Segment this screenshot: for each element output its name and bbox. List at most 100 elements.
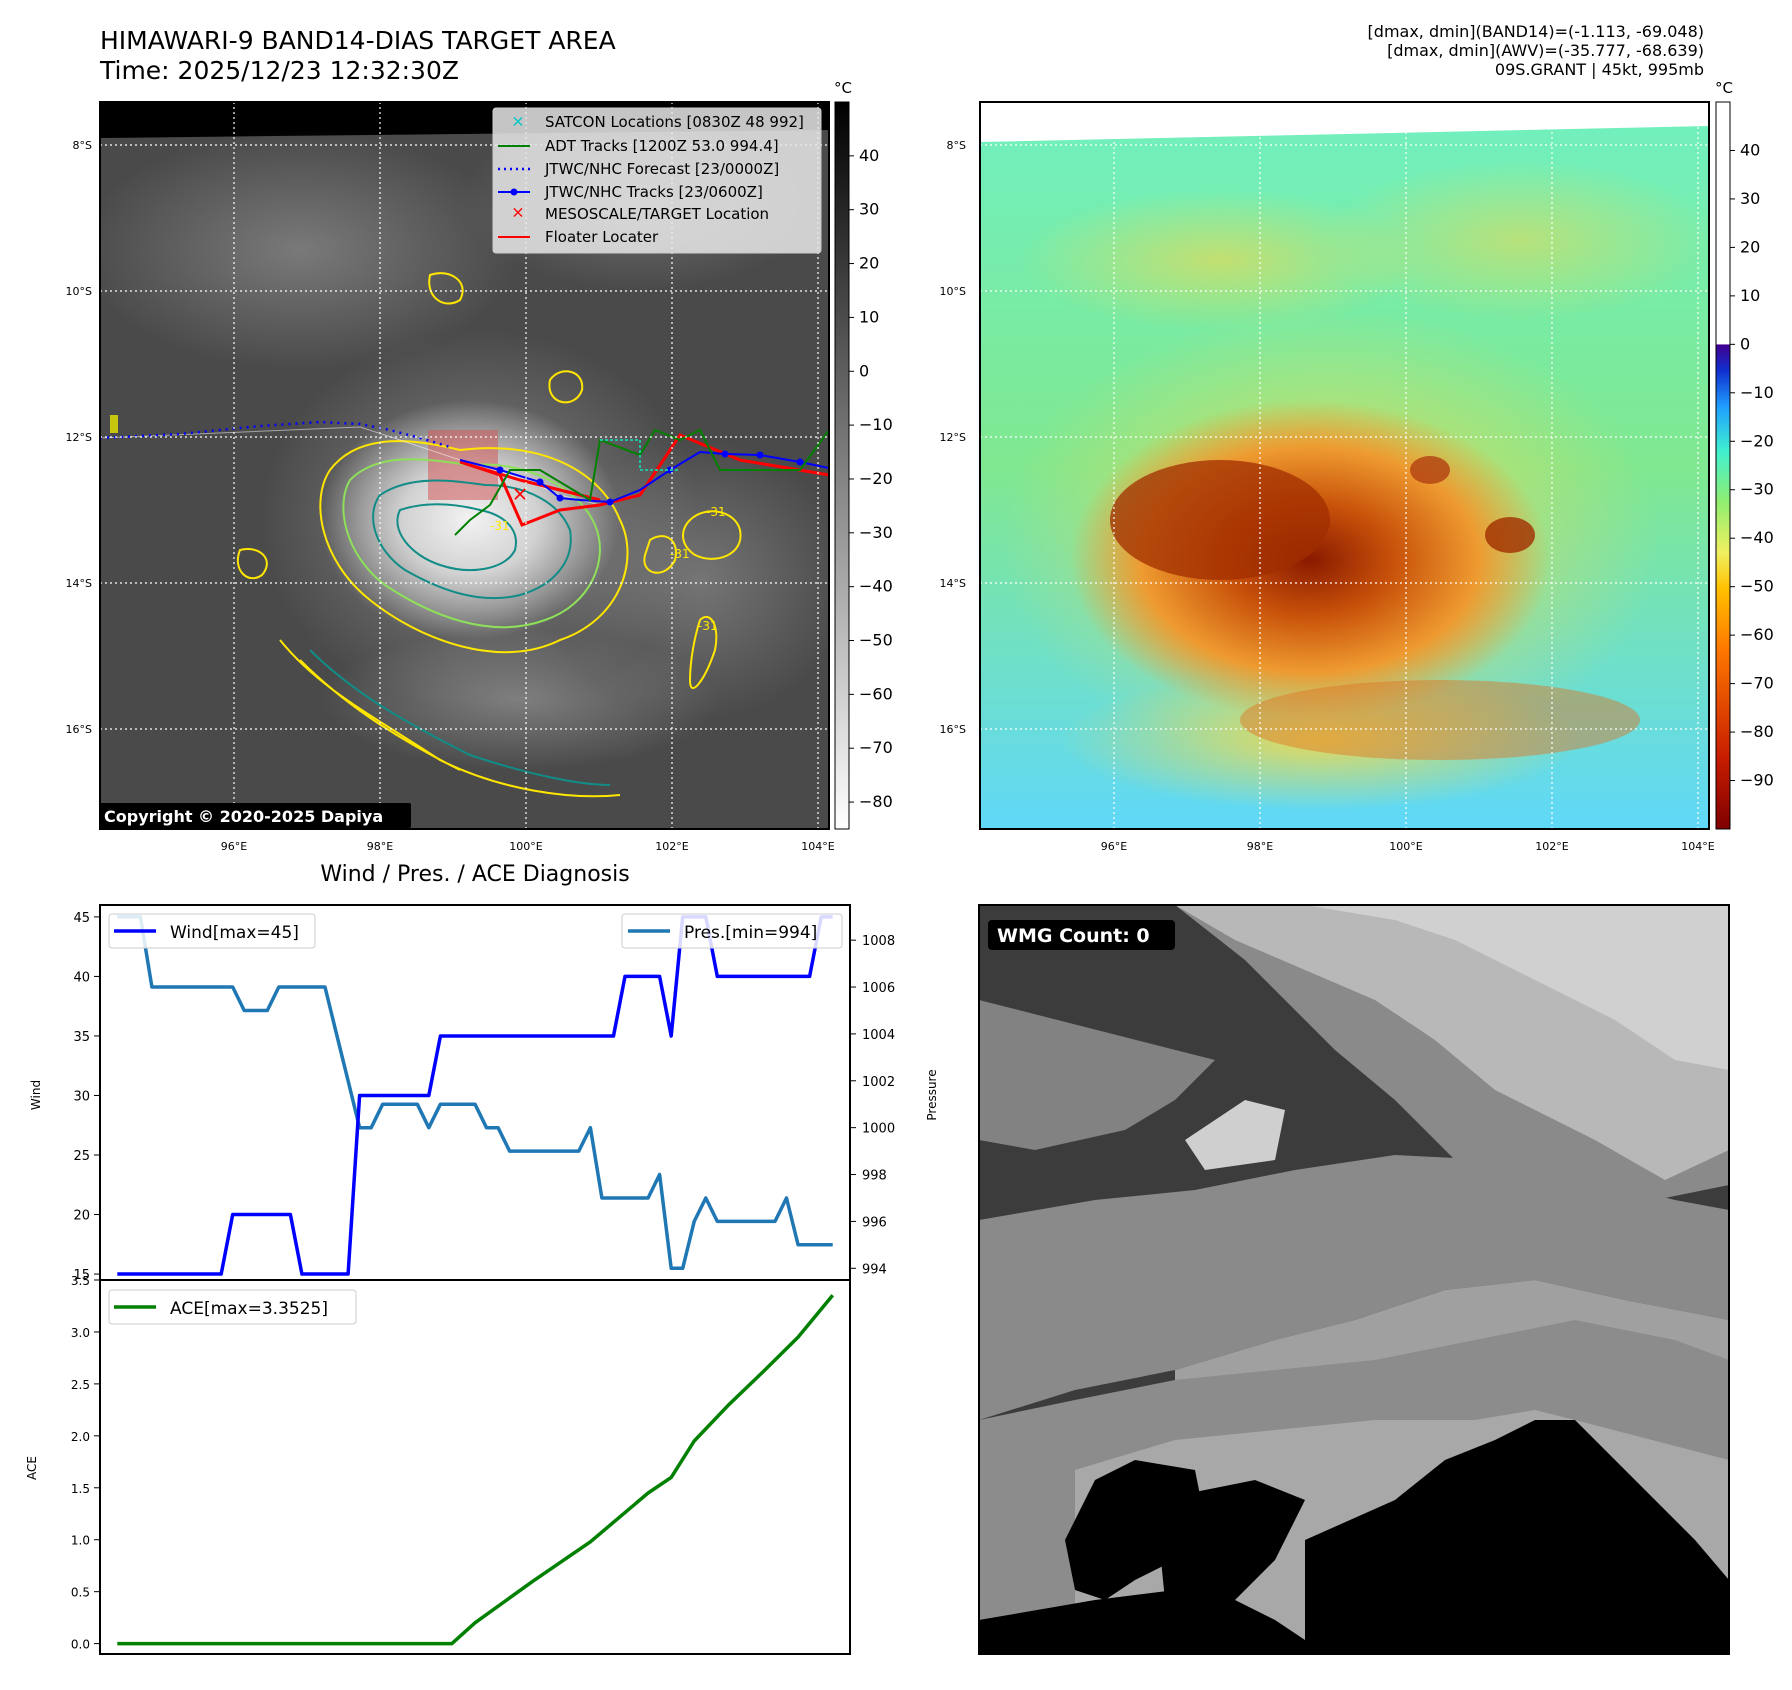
colorbar-left: °C 40 30 20 10 0 −10 −20 −30 −40 −50 −60 −70 −80: [834, 79, 893, 830]
copyright-text: Copyright © 2020-2025 Dapiya: [104, 807, 383, 826]
colorbar-tick-label: −70: [1740, 674, 1774, 693]
lat-axis-left: 8°S 10°S 12°S 14°S 16°S: [66, 139, 92, 736]
wind-tick-label: 40: [73, 970, 90, 985]
legend-adt: ADT Tracks [1200Z 53.0 994.4]: [545, 137, 779, 155]
lat-tick: 10°S: [66, 285, 92, 298]
title-line-2: Time: 2025/12/23 12:32:30Z: [100, 56, 459, 85]
lon-tick: 100°E: [509, 840, 542, 853]
wind-legend-label: Wind[max=45]: [170, 923, 299, 943]
colorbar-tick-label: −10: [859, 415, 893, 434]
pressure-tick-label: 998: [862, 1169, 887, 1184]
figure-title: HIMAWARI-9 BAND14-DIAS TARGET AREA Time:…: [100, 26, 616, 86]
lon-tick: 104°E: [1681, 840, 1714, 853]
title-line-1: HIMAWARI-9 BAND14-DIAS TARGET AREA: [100, 26, 616, 55]
floater-locater-line: [459, 433, 829, 527]
lat-tick: 8°S: [947, 139, 966, 152]
diagnosis-title: Wind / Pres. / ACE Diagnosis: [320, 862, 630, 887]
colorbar-tick-label: −40: [1740, 528, 1774, 547]
info-line-2: [dmax, dmin](AWV)=(-35.777, -68.639): [1387, 41, 1704, 60]
lon-axis-right: 96°E 98°E 100°E 102°E 104°E: [1101, 840, 1715, 853]
ace-tick-label: 3.0: [71, 1326, 90, 1340]
pressure-tick-label: 1004: [862, 1028, 895, 1043]
colorbar-tick-label: 0: [859, 361, 869, 380]
pressure-tick-label: 994: [862, 1262, 887, 1277]
lat-tick: 16°S: [940, 723, 966, 736]
wind-axis-label: Wind: [29, 1080, 43, 1110]
lon-tick: 102°E: [1535, 840, 1568, 853]
ace-legend-label: ACE[max=3.3525]: [170, 1299, 328, 1319]
legend-satcon: SATCON Locations [0830Z 48 992]: [545, 113, 804, 131]
contour-label: -31: [706, 505, 726, 519]
lat-tick: 14°S: [940, 577, 966, 590]
wmg-imagery: [979, 905, 1729, 1654]
satcon-marker-icon: ×: [511, 112, 524, 131]
awv-map-panel: 8°S 10°S 12°S 14°S 16°S 96°E 98°E 100°E …: [940, 79, 1774, 853]
lon-tick: 96°E: [221, 840, 247, 853]
copyright-badge: Copyright © 2020-2025 Dapiya: [99, 803, 411, 828]
colorbar-tick-label: −20: [859, 469, 893, 488]
pressure-tick-label: 1002: [862, 1075, 895, 1090]
pressure-series-line: [117, 914, 833, 1271]
wind-tick-label: 15: [73, 1268, 90, 1283]
svg-text:×: ×: [512, 482, 529, 506]
awv-imagery: [980, 102, 1709, 829]
lat-axis-right: 8°S 10°S 12°S 14°S 16°S: [940, 139, 966, 736]
colorbar-tick-label: 40: [1740, 140, 1760, 159]
lon-tick: 100°E: [1389, 840, 1422, 853]
lat-tick: 10°S: [940, 285, 966, 298]
colorbar-tick-label: −50: [1740, 577, 1774, 596]
ace-axis-label: ACE: [25, 1456, 39, 1480]
colorbar-tick-label: −60: [1740, 625, 1774, 644]
pressure-legend: Pres.[min=994]: [621, 913, 843, 949]
pressure-legend-label: Pres.[min=994]: [684, 923, 817, 943]
colorbar-tick-label: −20: [1740, 431, 1774, 450]
ace-tick-label: 2.5: [71, 1378, 90, 1392]
lon-tick: 98°E: [367, 840, 393, 853]
colorbar-tick-label: 20: [1740, 237, 1760, 256]
map-legend: × SATCON Locations [0830Z 48 992] ADT Tr…: [492, 107, 822, 254]
lon-tick: 102°E: [655, 840, 688, 853]
info-line-1: [dmax, dmin](BAND14)=(-1.113, -69.048): [1367, 22, 1704, 41]
pressure-tick-label: 1008: [862, 934, 895, 949]
wind-legend: Wind[max=45]: [108, 913, 316, 949]
lon-tick: 96°E: [1101, 840, 1127, 853]
ace-tick-label: 1.0: [71, 1534, 90, 1548]
pressure-axis-label: Pressure: [925, 1069, 939, 1120]
colorbar-tick-label: −10: [1740, 383, 1774, 402]
colorbar-tick-label: 30: [859, 200, 879, 219]
contour-label: -31: [698, 619, 718, 633]
ace-frame: [99, 1279, 851, 1655]
lat-tick: 16°S: [66, 723, 92, 736]
legend-forecast: JTWC/NHC Forecast [23/0000Z]: [544, 160, 779, 178]
colorbar-tick-label: 20: [859, 254, 879, 273]
wind-tick-label: 45: [73, 911, 90, 926]
lon-tick: 98°E: [1247, 840, 1273, 853]
colorbar-tick-label: −90: [1740, 771, 1774, 790]
pressure-tick-label: 996: [862, 1215, 887, 1230]
lon-axis-left: 96°E 98°E 100°E 102°E 104°E: [221, 840, 835, 853]
legend-track: JTWC/NHC Tracks [23/0600Z]: [544, 183, 763, 201]
target-marker-icon: ×: [511, 203, 524, 222]
ace-tick-label: 0.5: [71, 1586, 90, 1600]
pressure-tick-label: 1006: [862, 981, 895, 996]
wind-tick-label: 25: [73, 1149, 90, 1164]
colorbar-tick-label: −30: [859, 523, 893, 542]
colorbar-tick-label: −80: [859, 792, 893, 811]
ir-map-panel: × -31 -31 -31 -31 8°S 10°S 12°S 14°S 16°…: [66, 79, 893, 853]
lon-tick: 104°E: [801, 840, 834, 853]
contour-label: -31: [490, 519, 510, 533]
ace-legend: ACE[max=3.3525]: [108, 1289, 357, 1325]
colorbar-tick-label: −60: [859, 684, 893, 703]
wmg-count-text: WMG Count: 0: [997, 925, 1150, 947]
colorbar-unit: °C: [1715, 79, 1733, 97]
colorbar-tick-label: 10: [859, 307, 879, 326]
awv-gridlines: [980, 102, 1709, 829]
lat-tick: 12°S: [940, 431, 966, 444]
ace-tick-label: 0.0: [71, 1638, 90, 1652]
ace-tick-label: 3.5: [71, 1274, 90, 1288]
lat-tick: 14°S: [66, 577, 92, 590]
wind-pressure-frame: [99, 904, 851, 1281]
wmg-count-badge: WMG Count: 0: [988, 920, 1175, 950]
colorbar-tick-label: −40: [859, 577, 893, 596]
lat-tick: 12°S: [66, 431, 92, 444]
